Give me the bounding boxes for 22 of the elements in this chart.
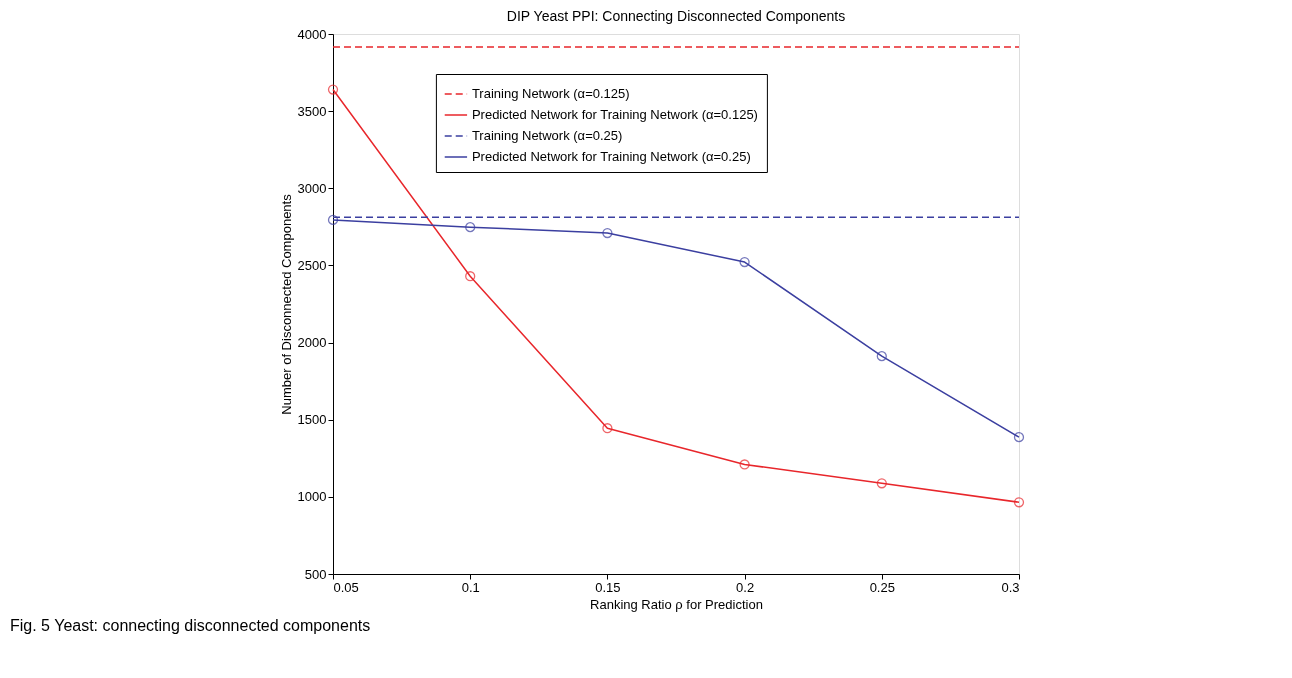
y-tick-label: 500 (304, 566, 327, 582)
legend-label: Training Network (α=0.125) (471, 86, 630, 101)
caption: Fig. 5 Yeast: connecting disconnected components (10, 617, 371, 634)
y-axis-title: Number of Disconnected Components (278, 193, 294, 415)
y-tick-label: 2500 (297, 257, 327, 273)
y-tick-label: 3000 (297, 180, 327, 196)
y-tick-label: 2000 (297, 335, 327, 351)
x-axis-title: Ranking Ratio ρ for Prediction (590, 596, 763, 612)
legend-label: Predicted Network for Training Network (α=0.125) (471, 107, 758, 122)
y-tick-label: 3500 (297, 103, 327, 119)
chart-title: DIP Yeast PPI: Connecting Disconnected Components (506, 8, 846, 24)
x-tick-label: 0.2 (736, 579, 755, 595)
x-tick-label: 0.1 (461, 579, 480, 595)
y-tick-label: 1500 (297, 412, 327, 428)
y-tick-label: 4000 (297, 26, 327, 42)
y-tick-label: 1000 (297, 489, 327, 505)
legend-label: Training Network (α=0.25) (471, 128, 623, 143)
x-tick-label: 0.15 (595, 579, 621, 595)
legend-label: Predicted Network for Training Network (α=0.25) (471, 149, 751, 164)
x-tick-label: 0.3 (1001, 579, 1020, 595)
x-tick-label: 0.25 (869, 579, 895, 595)
x-tick-label: 0.05 (333, 579, 359, 595)
